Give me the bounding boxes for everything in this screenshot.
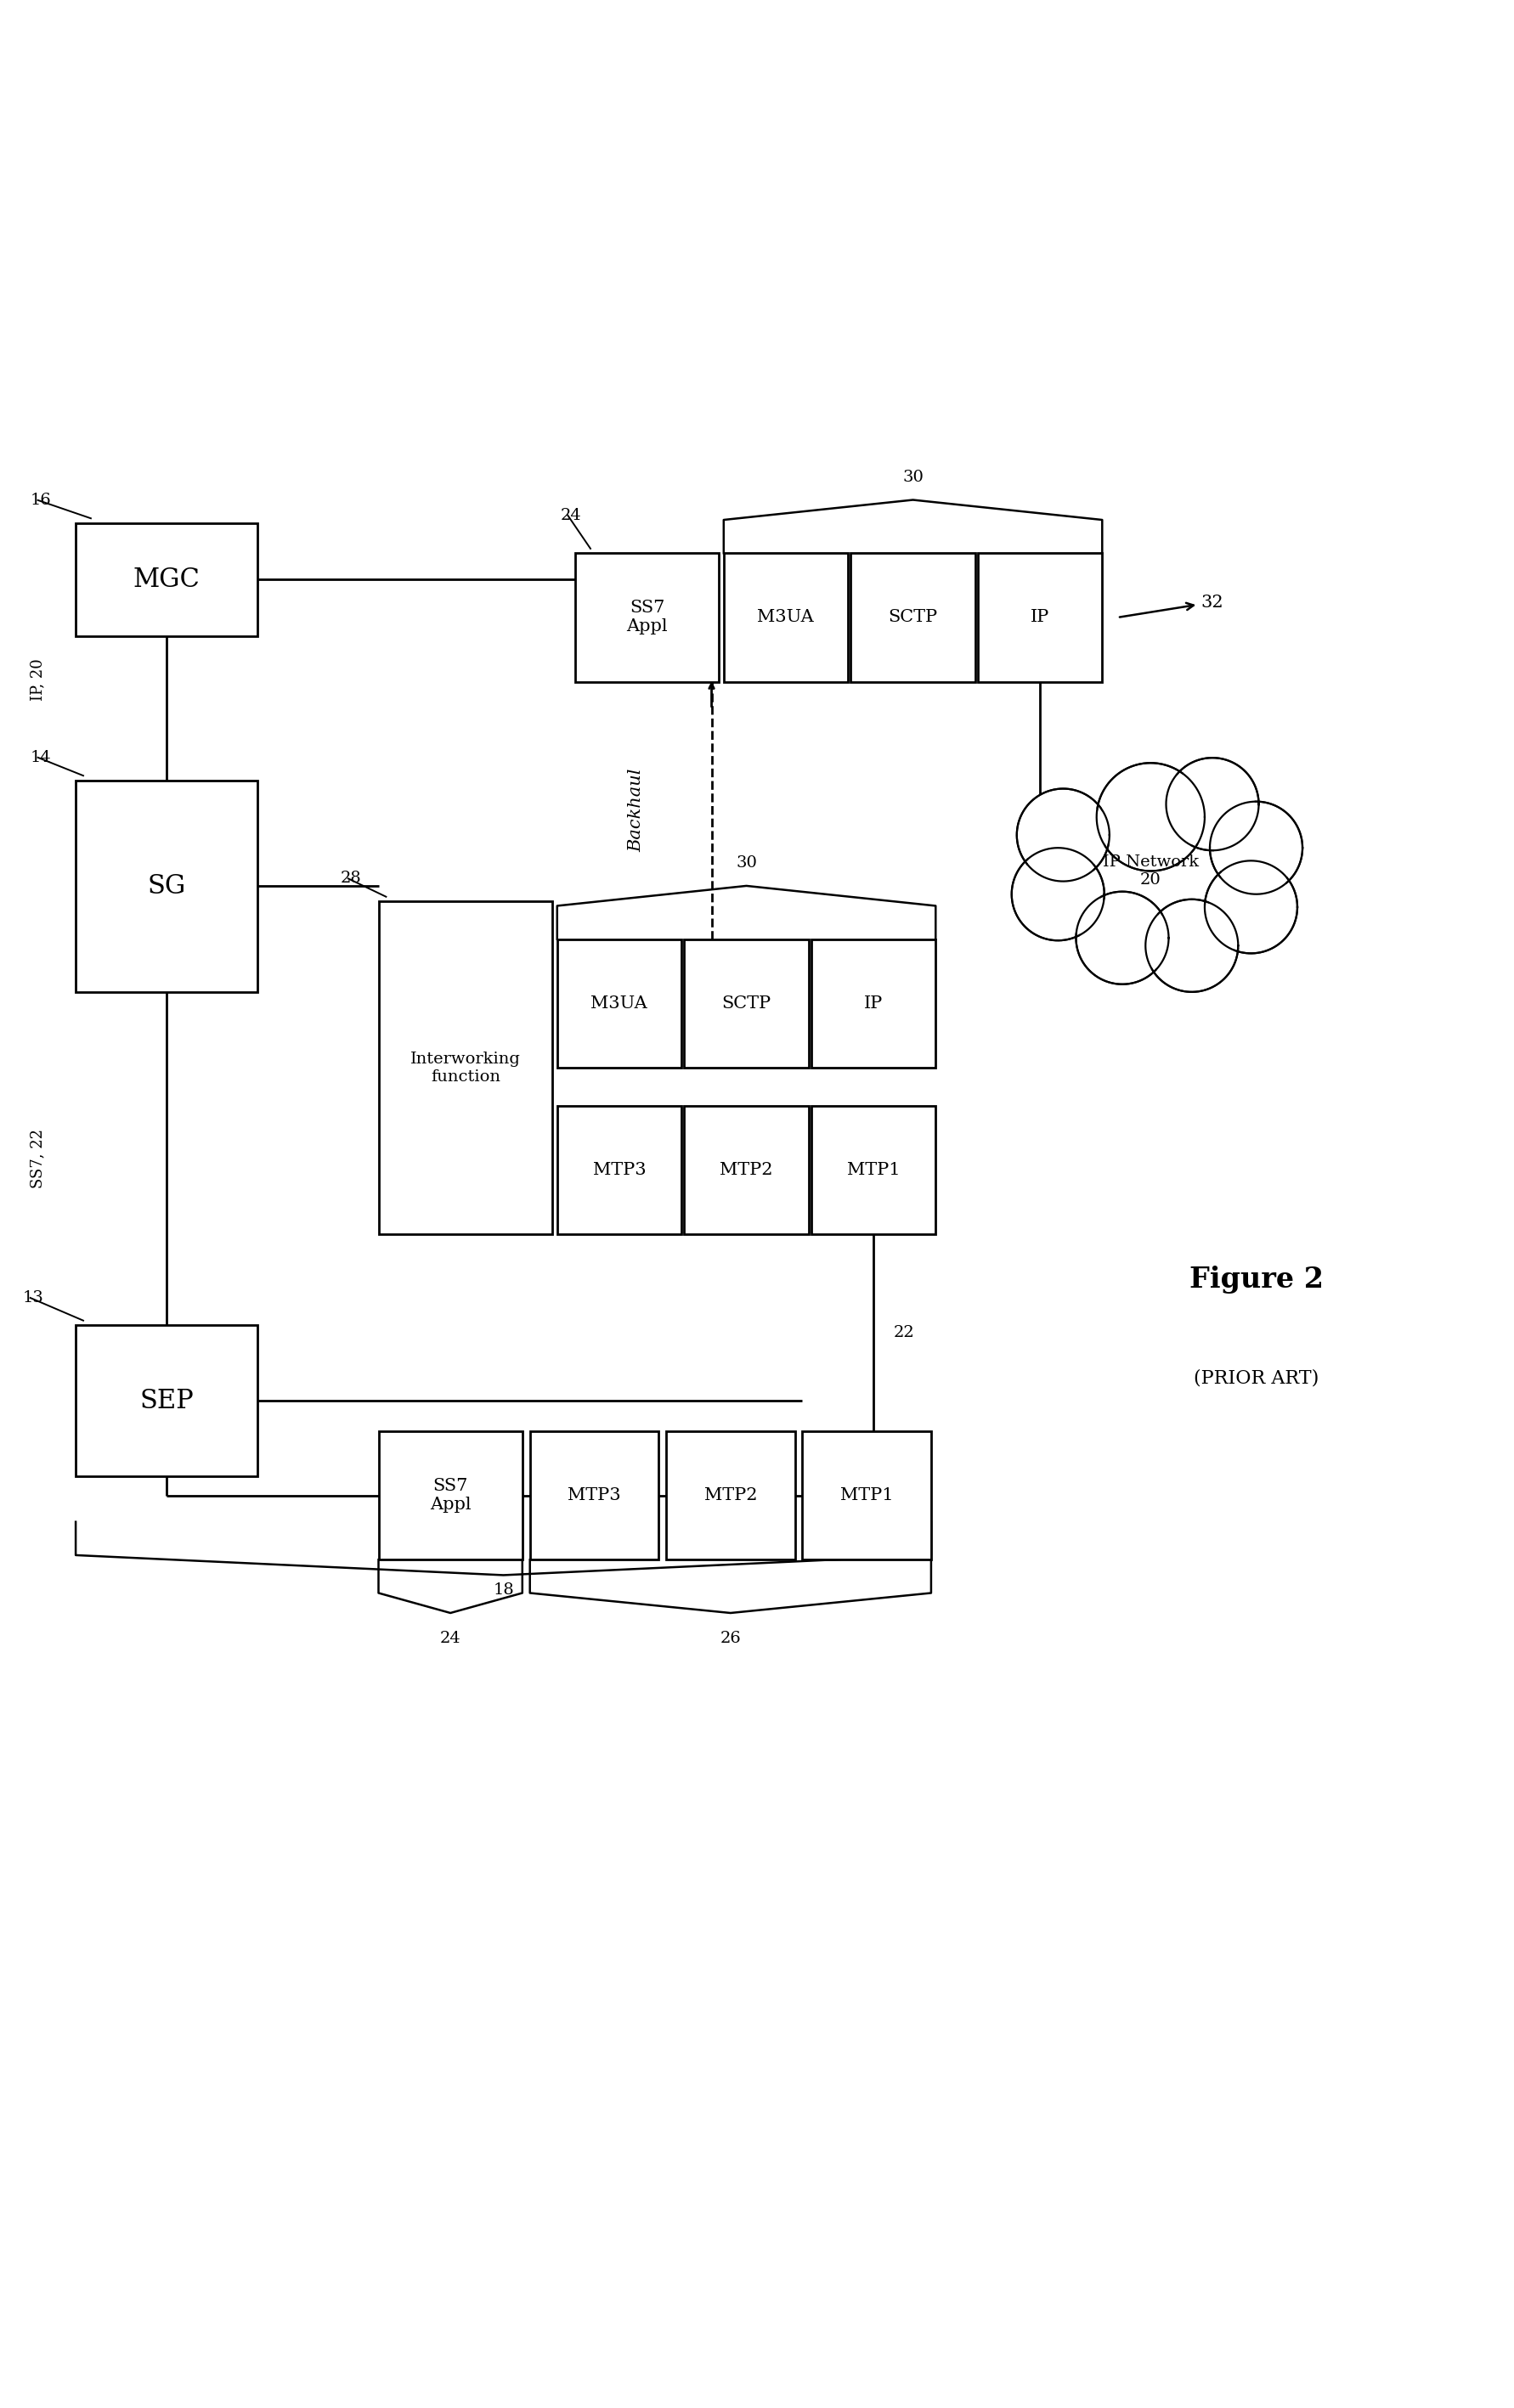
Text: 24: 24 <box>560 508 581 523</box>
Text: IP: IP <box>1031 609 1049 626</box>
Text: SEP: SEP <box>139 1387 194 1413</box>
Text: MTP3: MTP3 <box>592 1163 646 1178</box>
Text: 16: 16 <box>30 494 51 508</box>
Circle shape <box>1022 792 1105 877</box>
Text: 18: 18 <box>494 1582 513 1599</box>
Text: Interworking
function: Interworking function <box>410 1052 521 1084</box>
Circle shape <box>1016 852 1099 937</box>
Circle shape <box>1166 759 1258 850</box>
FancyBboxPatch shape <box>530 1430 659 1560</box>
Text: 30: 30 <box>736 855 757 872</box>
Circle shape <box>1102 768 1199 864</box>
Circle shape <box>1081 896 1164 980</box>
FancyBboxPatch shape <box>812 1105 936 1235</box>
Text: SS7, 22: SS7, 22 <box>30 1129 45 1187</box>
Text: 32: 32 <box>1120 595 1223 616</box>
Text: 14: 14 <box>30 749 51 766</box>
Circle shape <box>1210 802 1302 893</box>
Circle shape <box>1146 898 1238 992</box>
FancyBboxPatch shape <box>684 939 808 1067</box>
Circle shape <box>1205 860 1297 954</box>
FancyBboxPatch shape <box>812 939 936 1067</box>
Circle shape <box>1096 763 1205 872</box>
Text: IP: IP <box>864 995 883 1011</box>
Text: SCTP: SCTP <box>722 995 771 1011</box>
Text: SS7
Appl: SS7 Appl <box>627 600 668 636</box>
Text: 26: 26 <box>721 1630 740 1647</box>
Text: MTP1: MTP1 <box>846 1163 901 1178</box>
Text: 28: 28 <box>341 872 362 886</box>
Circle shape <box>1170 763 1254 845</box>
Text: M3UA: M3UA <box>757 609 815 626</box>
Text: SCTP: SCTP <box>889 609 937 626</box>
FancyBboxPatch shape <box>557 939 681 1067</box>
FancyBboxPatch shape <box>378 901 553 1235</box>
FancyBboxPatch shape <box>76 780 257 992</box>
Text: M3UA: M3UA <box>590 995 648 1011</box>
Text: MTP2: MTP2 <box>719 1163 774 1178</box>
Circle shape <box>1017 790 1110 881</box>
Circle shape <box>1076 891 1169 985</box>
Text: MTP3: MTP3 <box>568 1488 621 1503</box>
Text: SG: SG <box>147 874 186 898</box>
Text: 22: 22 <box>893 1324 914 1341</box>
FancyBboxPatch shape <box>666 1430 795 1560</box>
FancyBboxPatch shape <box>802 1430 931 1560</box>
FancyBboxPatch shape <box>724 554 848 681</box>
Text: IP, 20: IP, 20 <box>30 660 45 701</box>
Circle shape <box>1151 903 1234 987</box>
Text: Backhaul: Backhaul <box>628 768 643 852</box>
Text: MGC: MGC <box>133 566 200 592</box>
Text: (PRIOR ART): (PRIOR ART) <box>1195 1368 1319 1387</box>
FancyBboxPatch shape <box>557 1105 681 1235</box>
FancyBboxPatch shape <box>76 523 257 636</box>
FancyBboxPatch shape <box>684 1105 808 1235</box>
Text: 24: 24 <box>441 1630 460 1647</box>
Text: SS7
Appl: SS7 Appl <box>430 1479 471 1512</box>
Circle shape <box>1011 848 1104 942</box>
Text: MTP2: MTP2 <box>704 1488 757 1503</box>
Text: 13: 13 <box>23 1291 44 1305</box>
FancyBboxPatch shape <box>851 554 975 681</box>
Circle shape <box>1214 807 1297 889</box>
FancyBboxPatch shape <box>978 554 1102 681</box>
Text: 30: 30 <box>902 470 924 484</box>
Text: Figure 2: Figure 2 <box>1190 1267 1323 1293</box>
Text: MTP1: MTP1 <box>840 1488 893 1503</box>
FancyBboxPatch shape <box>76 1324 257 1476</box>
FancyBboxPatch shape <box>575 554 719 681</box>
Circle shape <box>1210 864 1293 949</box>
Text: IP Network
20: IP Network 20 <box>1102 855 1199 889</box>
FancyBboxPatch shape <box>378 1430 522 1560</box>
